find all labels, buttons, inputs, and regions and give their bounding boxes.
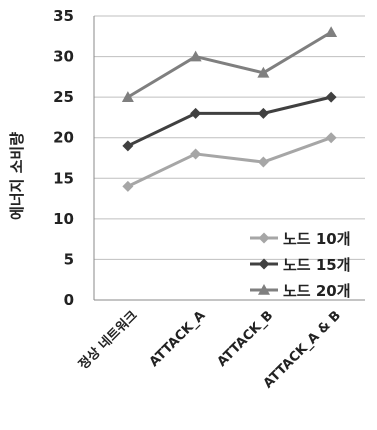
legend-label: 노드 20개: [283, 282, 351, 300]
series-3: [121, 26, 338, 102]
data-point: [190, 148, 202, 160]
data-point: [325, 91, 337, 103]
series-1: [122, 132, 337, 192]
axes: [93, 16, 365, 301]
series-line: [127, 95, 332, 148]
data-point: [190, 107, 202, 119]
data-point: [257, 66, 270, 78]
legend-swatch-marker: [258, 232, 270, 244]
legend-label: 노드 10개: [283, 230, 351, 248]
data-point: [189, 50, 202, 62]
data-point: [122, 140, 134, 152]
y-tick-label: 30: [53, 48, 74, 66]
legend-entry: 노드 20개: [250, 282, 351, 300]
legend-label: 노드 15개: [283, 256, 351, 274]
data-point: [122, 180, 134, 192]
y-tick-label: 35: [53, 7, 74, 25]
legend-entry: 노드 10개: [250, 230, 351, 248]
y-axis-label: 에너지 소비량: [8, 132, 26, 220]
series-2: [122, 91, 337, 152]
x-category-label: 정상 네트워크: [75, 307, 140, 372]
y-tick-label: 15: [53, 169, 74, 187]
data-point: [121, 91, 134, 102]
legend-entry: 노드 15개: [250, 256, 351, 274]
series-line: [127, 30, 332, 99]
x-category-label: ATTACK_B: [215, 308, 277, 370]
data-point: [257, 156, 269, 168]
y-tick-label: 0: [64, 291, 74, 309]
x-category-label: ATTACK_A: [147, 308, 209, 370]
data-point: [325, 132, 337, 144]
y-tick-label: 20: [53, 129, 74, 147]
y-tick-label: 25: [53, 88, 74, 106]
y-tick-labels: 0 5 10 15 20 25 30 35: [53, 7, 74, 309]
data-point: [257, 107, 269, 119]
gridlines: [94, 15, 365, 260]
series-group: [121, 26, 338, 192]
series-line: [127, 136, 332, 188]
y-tick-label: 10: [53, 210, 74, 228]
y-tick-label: 5: [64, 250, 74, 268]
legend-swatch-marker: [258, 258, 270, 270]
data-point: [325, 26, 338, 38]
legend-swatch-marker: [258, 284, 270, 295]
